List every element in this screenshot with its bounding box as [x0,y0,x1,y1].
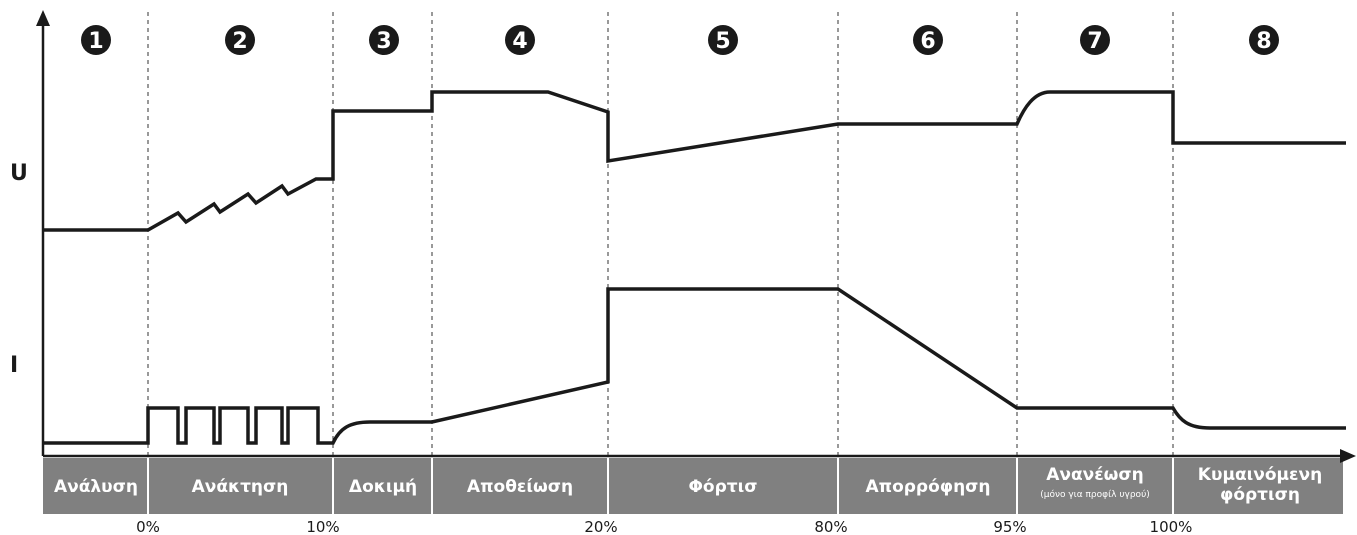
percent-mark: 0% [136,518,160,535]
phase-sublabel-refresh: (μόνο για προφίλ υγρού) [1040,489,1150,500]
phase-number-6: 6 [913,25,943,55]
percent-mark: 95% [993,518,1026,535]
phase-number-5: 5 [708,25,738,55]
voltage-curve [43,90,1346,232]
percent-mark: 80% [814,518,847,535]
phase-label-float-line2: φόρτιση [1220,485,1300,505]
svg-text:4: 4 [512,29,527,54]
svg-text:5: 5 [715,29,730,54]
phase-number-2: 2 [225,25,255,55]
x-axis-arrow-icon [1340,449,1356,463]
phase-number-7: 7 [1080,25,1110,55]
phase-bar [43,458,1343,514]
phase-label-test: Δοκιμή [349,477,417,497]
svg-text:2: 2 [232,29,247,54]
bar-separators [147,458,1174,514]
phase-label-desulfation: Αποθείωση [467,477,573,497]
phase-label-recovery: Ανάκτηση [192,477,289,497]
axes [36,10,1356,463]
y-axis-arrow-icon [36,10,50,26]
svg-text:6: 6 [920,29,935,54]
phase-dividers [147,12,1174,514]
y-axis-label-voltage: U [10,161,28,186]
svg-text:7: 7 [1087,29,1102,54]
svg-text:3: 3 [376,29,391,54]
phase-label-refresh: Ανανέωση [1046,465,1144,485]
svg-text:1: 1 [88,29,103,54]
percent-mark: 20% [584,518,617,535]
phase-number-3: 3 [369,25,399,55]
phase-label-charge: Φόρτισ [688,477,757,497]
phase-number-4: 4 [505,25,535,55]
phase-label-absorption: Απορρόφηση [865,477,990,497]
current-curve [43,287,1346,445]
svg-text:8: 8 [1256,29,1271,54]
phase-label-float-line1: Κυμαινόμενη [1198,465,1322,485]
phase-number-8: 8 [1249,25,1279,55]
phase-label-analysis: Ανάλυση [54,477,138,497]
percent-mark: 100% [1150,518,1193,535]
phase-number-1: 1 [81,25,111,55]
percent-mark: 10% [306,518,339,535]
y-axis-label-current: I [10,353,18,378]
